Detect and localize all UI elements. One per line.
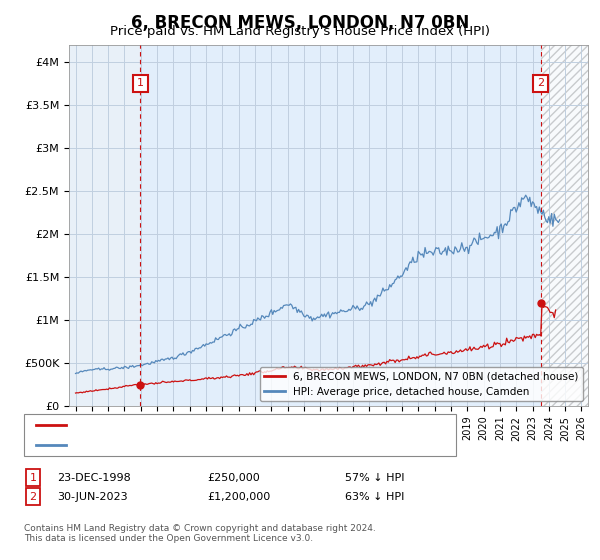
Bar [541,45,588,406]
Bar [541,45,588,406]
Text: 1: 1 [29,473,37,483]
Text: 23-DEC-1998: 23-DEC-1998 [57,473,131,483]
Text: 6, BRECON MEWS, LONDON, N7 0BN: 6, BRECON MEWS, LONDON, N7 0BN [131,14,469,32]
Text: £250,000: £250,000 [207,473,260,483]
Text: 2: 2 [537,78,544,88]
Text: 2: 2 [29,492,37,502]
Bar [140,45,541,406]
Text: £1,200,000: £1,200,000 [207,492,270,502]
Text: HPI: Average price, detached house, Camden: HPI: Average price, detached house, Camd… [75,440,311,450]
Text: 63% ↓ HPI: 63% ↓ HPI [345,492,404,502]
Text: 6, BRECON MEWS, LONDON, N7 0BN (detached house): 6, BRECON MEWS, LONDON, N7 0BN (detached… [75,420,361,430]
Text: Contains HM Land Registry data © Crown copyright and database right 2024.
This d: Contains HM Land Registry data © Crown c… [24,524,376,543]
Legend: 6, BRECON MEWS, LONDON, N7 0BN (detached house), HPI: Average price, detached ho: 6, BRECON MEWS, LONDON, N7 0BN (detached… [260,367,583,401]
Text: Price paid vs. HM Land Registry's House Price Index (HPI): Price paid vs. HM Land Registry's House … [110,25,490,38]
Text: 1: 1 [137,78,144,88]
Text: 57% ↓ HPI: 57% ↓ HPI [345,473,404,483]
Text: 30-JUN-2023: 30-JUN-2023 [57,492,128,502]
